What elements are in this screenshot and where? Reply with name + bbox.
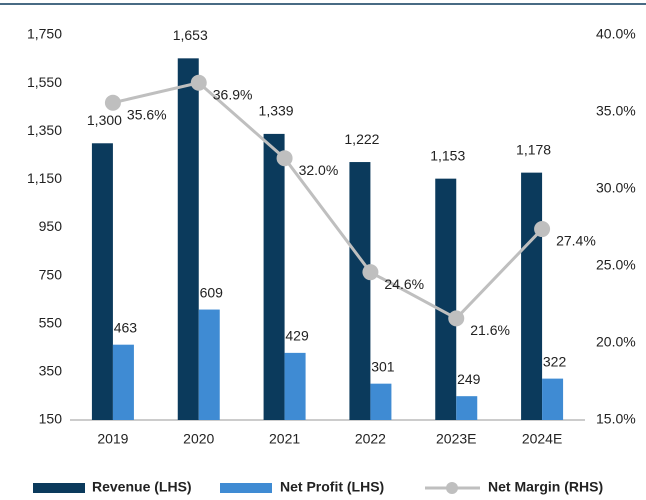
margin-point xyxy=(190,74,207,91)
y-tick-label: 950 xyxy=(39,218,63,234)
revenue-bar xyxy=(177,58,199,420)
profit-label: 322 xyxy=(543,353,567,369)
revenue-bar xyxy=(521,172,543,420)
y-tick-label: 1,550 xyxy=(27,74,62,90)
y2-tick-label: 15.0% xyxy=(596,411,636,427)
revenue-label: 1,339 xyxy=(259,103,294,119)
profit-bar xyxy=(284,352,306,420)
revenue-label: 1,300 xyxy=(87,112,122,128)
margin-label: 27.4% xyxy=(556,233,596,249)
y2-tick-label: 20.0% xyxy=(596,334,636,350)
margin-label: 32.0% xyxy=(299,162,339,178)
revenue-label: 1,222 xyxy=(344,131,379,147)
y-tick-label: 350 xyxy=(39,363,63,379)
x-tick-label: 2022 xyxy=(355,431,386,447)
legend-label: Revenue (LHS) xyxy=(92,479,192,495)
legend-swatch xyxy=(446,482,458,494)
profit-bar xyxy=(198,309,220,420)
profit-bar xyxy=(370,383,392,420)
profit-bar xyxy=(456,396,478,420)
margin-label: 35.6% xyxy=(127,106,167,122)
margin-point xyxy=(276,150,293,167)
y2-tick-label: 35.0% xyxy=(596,103,636,119)
margin-label: 36.9% xyxy=(213,86,253,102)
y2-tick-label: 30.0% xyxy=(596,180,636,196)
revenue-label: 1,153 xyxy=(430,147,465,163)
y-tick-label: 550 xyxy=(39,314,63,330)
x-tick-label: 2020 xyxy=(183,431,214,447)
margin-line xyxy=(112,81,544,321)
profit-bar xyxy=(542,378,564,420)
margin-label: 21.6% xyxy=(470,322,510,338)
profit-label: 463 xyxy=(114,319,138,335)
profit-bar xyxy=(112,344,134,420)
margin-label: 24.6% xyxy=(384,276,424,292)
margin-point xyxy=(104,94,121,111)
revenue-bar xyxy=(349,162,371,421)
margin-point xyxy=(534,221,551,238)
y-tick-label: 1,750 xyxy=(27,26,62,42)
y-tick-label: 1,350 xyxy=(27,122,62,138)
legend-label: Net Profit (LHS) xyxy=(280,479,384,495)
revenue-bar xyxy=(435,178,457,420)
profit-label: 301 xyxy=(371,358,395,374)
y2-tick-label: 40.0% xyxy=(596,26,636,42)
legend-swatch xyxy=(220,483,272,493)
profit-label: 429 xyxy=(285,328,309,344)
profit-label: 249 xyxy=(457,371,481,387)
legend-label: Net Margin (RHS) xyxy=(488,479,603,495)
profit-label: 609 xyxy=(200,284,224,300)
margin-point xyxy=(362,264,379,281)
x-tick-label: 2024E xyxy=(522,431,562,447)
y-tick-label: 750 xyxy=(39,266,63,282)
y2-tick-label: 25.0% xyxy=(596,257,636,273)
legend-swatch xyxy=(33,483,85,493)
revenue-bar xyxy=(91,143,113,420)
revenue-bar xyxy=(263,133,285,420)
y-tick-label: 1,150 xyxy=(27,170,62,186)
x-tick-label: 2019 xyxy=(97,431,128,447)
x-tick-label: 2023E xyxy=(436,431,476,447)
revenue-label: 1,178 xyxy=(516,141,551,157)
x-tick-label: 2021 xyxy=(269,431,300,447)
y-tick-label: 150 xyxy=(39,411,63,427)
revenue-label: 1,653 xyxy=(173,27,208,43)
margin-point xyxy=(448,310,465,327)
